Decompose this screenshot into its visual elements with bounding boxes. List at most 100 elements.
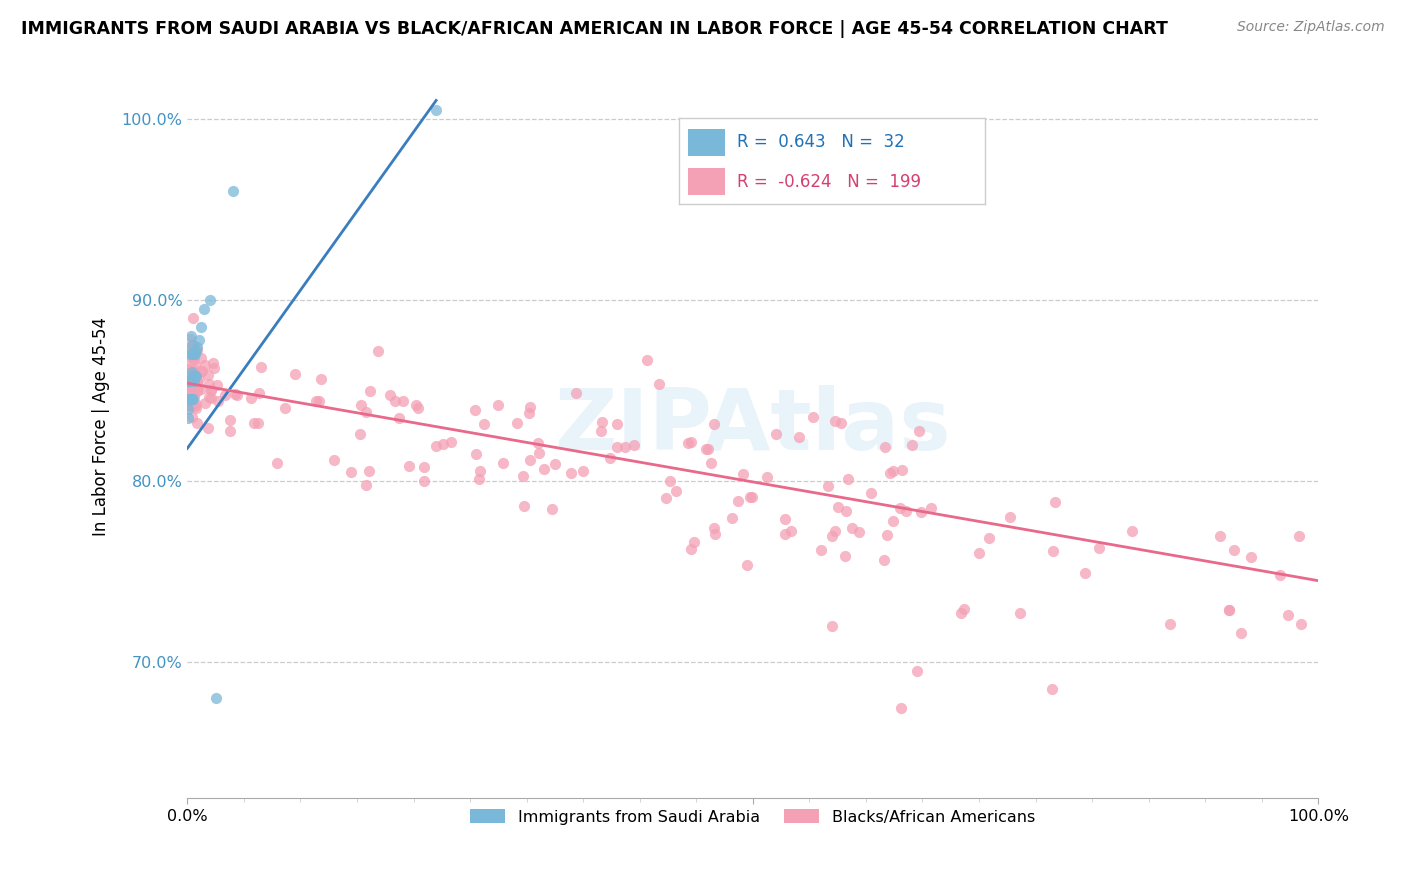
Point [1087, 541, 1109, 555]
Point [177, 401, 200, 416]
Point [1010, 606, 1032, 620]
Point [606, 417, 628, 431]
Point [202, 361, 225, 376]
Point [186, 340, 208, 354]
Point [967, 546, 990, 560]
Point [540, 502, 562, 516]
Point [841, 521, 863, 535]
Point [413, 474, 436, 488]
Point [367, 343, 389, 358]
Point [572, 464, 595, 478]
Point [405, 398, 427, 412]
Point [198, 293, 221, 307]
Point [181, 347, 204, 361]
Point [177, 375, 200, 389]
Point [695, 442, 717, 457]
Point [202, 356, 225, 370]
Point [492, 456, 515, 470]
Point [190, 351, 212, 366]
Point [741, 490, 763, 504]
Point [183, 400, 205, 414]
Point [186, 380, 208, 394]
Point [876, 528, 898, 542]
Point [179, 392, 201, 406]
Point [184, 374, 207, 388]
Point [1121, 524, 1143, 539]
Point [194, 395, 217, 409]
Point [486, 398, 509, 412]
Point [824, 524, 846, 538]
Point [731, 467, 754, 481]
Point [186, 368, 208, 383]
Point [181, 349, 204, 363]
Point [765, 427, 787, 442]
Point [591, 415, 613, 429]
Point [200, 383, 222, 397]
Point [879, 467, 901, 481]
Point [190, 364, 212, 378]
Point [1074, 566, 1097, 580]
Point [860, 486, 883, 500]
Text: IMMIGRANTS FROM SAUDI ARABIA VS BLACK/AFRICAN AMERICAN IN LABOR FORCE | AGE 45-5: IMMIGRANTS FROM SAUDI ARABIA VS BLACK/AF… [21, 20, 1168, 37]
Point [472, 417, 495, 431]
Point [882, 515, 904, 529]
Point [889, 501, 911, 516]
Point [1270, 567, 1292, 582]
Legend: Immigrants from Saudi Arabia, Blacks/African Americans: Immigrants from Saudi Arabia, Blacks/Afr… [464, 803, 1042, 831]
Point [309, 371, 332, 385]
Point [359, 384, 381, 398]
Point [188, 371, 211, 385]
Point [543, 457, 565, 471]
Point [636, 352, 658, 367]
Point [183, 390, 205, 404]
Point [184, 401, 207, 415]
Point [470, 464, 492, 478]
Point [413, 459, 436, 474]
Point [177, 367, 200, 381]
Point [891, 463, 914, 477]
Point [378, 388, 401, 402]
Point [357, 463, 380, 477]
Point [200, 383, 222, 397]
Point [186, 343, 208, 358]
Point [1043, 495, 1066, 509]
Point [179, 392, 201, 407]
Point [614, 440, 637, 454]
Point [186, 374, 208, 388]
Point [181, 352, 204, 367]
Point [890, 700, 912, 714]
Point [665, 484, 688, 499]
Point [198, 390, 221, 404]
Point [384, 394, 406, 409]
Point [181, 410, 204, 425]
Point [221, 184, 243, 198]
Point [179, 389, 201, 403]
Point [186, 383, 208, 397]
Point [740, 491, 762, 505]
Point [533, 461, 555, 475]
Point [184, 368, 207, 383]
Point [775, 512, 797, 526]
Point [801, 409, 824, 424]
Point [197, 377, 219, 392]
Point [354, 478, 377, 492]
Point [699, 456, 721, 470]
Point [200, 391, 222, 405]
Point [1040, 682, 1063, 697]
Point [177, 379, 200, 393]
Point [186, 384, 208, 399]
Point [186, 377, 208, 392]
Point [406, 401, 429, 416]
Point [905, 665, 928, 679]
Point [467, 472, 489, 486]
Point [180, 392, 202, 407]
Point [527, 435, 550, 450]
Point [349, 426, 371, 441]
Point [398, 459, 420, 474]
Point [180, 338, 202, 352]
Point [388, 410, 411, 425]
Point [519, 452, 541, 467]
Point [1240, 550, 1263, 565]
Point [205, 377, 228, 392]
Point [179, 375, 201, 389]
